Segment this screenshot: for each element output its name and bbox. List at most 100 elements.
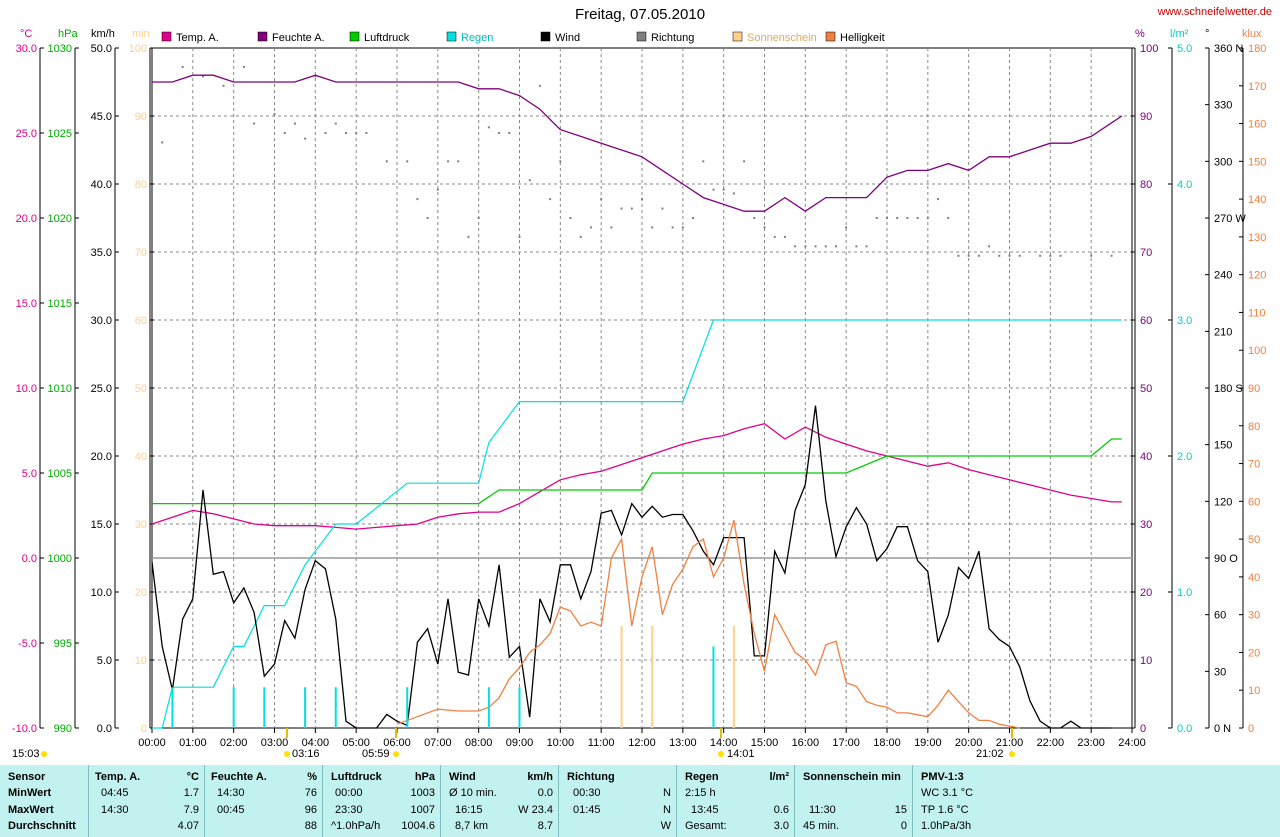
direction-dot xyxy=(538,84,541,87)
y-axis-unit-direction: ° xyxy=(1205,28,1209,40)
y-tick-label-humidity: 100 xyxy=(1140,43,1158,55)
stats-rain-total: 3.0 xyxy=(773,820,789,832)
y-tick-label-lux: 180 xyxy=(1248,43,1266,55)
stats-press-avg: 1004.6 xyxy=(401,820,435,832)
direction-dot xyxy=(702,160,705,163)
moon-b-label: 14:01 xyxy=(727,748,755,760)
direction-dot xyxy=(518,235,521,238)
y-tick-label-temp: 30.0 xyxy=(16,43,37,55)
y-tick-label-wind: 5.0 xyxy=(97,655,112,667)
y-axis-unit-lux: klux xyxy=(1242,28,1262,40)
y-tick-label-lux: 120 xyxy=(1248,270,1266,282)
y-tick-label-direction: 270 W xyxy=(1214,213,1246,225)
stats-table: Sensor MinWert MaxWert Durchschnitt Temp… xyxy=(0,765,1280,837)
direction-dot xyxy=(906,217,909,219)
direction-dot xyxy=(304,137,307,140)
legend-label: Richtung xyxy=(651,32,694,44)
y-tick-label-pressure: 1005 xyxy=(48,468,72,480)
legend-swatch xyxy=(257,31,268,42)
stats-sun-avg: 0 xyxy=(900,820,907,832)
direction-dot xyxy=(1059,254,1062,257)
legend-label: Luftdruck xyxy=(364,32,410,44)
stats-press-trend: ^1.0hPa/h xyxy=(331,820,381,832)
legend-swatch xyxy=(540,31,551,42)
direction-dot xyxy=(1039,254,1042,257)
direction-dot xyxy=(824,245,827,248)
series-line-luftdruck xyxy=(152,438,1122,505)
stats-sun-max-val: 15 xyxy=(894,804,907,816)
x-tick-label: 08:00 xyxy=(465,737,493,749)
series-line-helligkeit xyxy=(396,520,1020,729)
direction-dot xyxy=(732,192,735,195)
stats-hum-max-time: 00:45 xyxy=(217,804,245,816)
stats-row-avg: Durchschnitt xyxy=(8,820,76,832)
moon-a-label: 03:16 xyxy=(292,748,320,760)
direction-dot xyxy=(641,198,643,201)
y-tick-label-direction: 360 N xyxy=(1214,43,1243,55)
stats-temp-min-val: 1.7 xyxy=(183,787,199,799)
stats-wind-col: Wind km/h Ø 10 min. 0.0 16:15 W 23.4 8,7… xyxy=(440,765,559,837)
x-tick-label: 09:00 xyxy=(506,737,534,749)
direction-dot xyxy=(671,226,674,229)
stats-dir-title: Richtung xyxy=(567,771,615,783)
legend-swatch xyxy=(446,31,457,42)
direction-dot xyxy=(947,217,950,219)
y-tick-label-rain: 0.0 xyxy=(1177,723,1192,735)
stats-rain-col: Regen l/m² 2:15 h 13:45 0.6 Gesamt: 3.0 xyxy=(676,765,795,837)
legend-label: Feuchte A. xyxy=(272,32,325,44)
y-tick-label-temp: 10.0 xyxy=(16,383,37,395)
y-tick-label-direction: 30 xyxy=(1214,666,1226,678)
direction-dot xyxy=(804,245,807,248)
y-tick-label-lux: 130 xyxy=(1248,232,1266,244)
direction-dot xyxy=(181,65,184,68)
stats-wind-unit: km/h xyxy=(527,771,553,783)
direction-dot xyxy=(886,217,888,219)
stats-dir-col: Richtung 00:30 N 01:45 N W xyxy=(558,765,677,837)
direction-dot xyxy=(926,217,929,219)
stats-wind-avg10-val: 0.0 xyxy=(537,787,553,799)
y-tick-label-sun: 0 xyxy=(141,723,147,735)
direction-dot xyxy=(559,160,562,163)
stats-hum-avg: 88 xyxy=(304,820,317,832)
x-tick-label: 13:00 xyxy=(669,737,697,749)
stats-pmv-tp: TP 1.6 °C xyxy=(921,804,969,816)
y-tick-label-pressure: 990 xyxy=(54,723,72,735)
y-tick-label-sun: 40 xyxy=(135,451,147,463)
x-tick-label: 10:00 xyxy=(547,737,575,749)
y-tick-label-direction: 120 xyxy=(1214,496,1232,508)
stats-dir-max-time: 01:45 xyxy=(573,804,601,816)
y-tick-label-pressure: 1010 xyxy=(48,383,72,395)
y-tick-label-temp: 20.0 xyxy=(16,213,37,225)
y-tick-label-sun: 70 xyxy=(135,247,147,259)
stats-hum-title: Feuchte A. xyxy=(211,771,267,783)
y-tick-label-humidity: 20 xyxy=(1140,587,1152,599)
legend-label: Temp. A. xyxy=(176,32,219,44)
y-tick-label-humidity: 30 xyxy=(1140,519,1152,531)
stats-hum-col: Feuchte A. % 14:30 76 00:45 96 88 xyxy=(204,765,323,837)
direction-dot xyxy=(1110,254,1113,257)
stats-press-col: Luftdruck hPa 00:00 1003 23:30 1007 ^1.0… xyxy=(322,765,441,837)
stats-press-min-time: 00:00 xyxy=(335,787,363,799)
direction-dot xyxy=(865,245,868,248)
x-tick-label: 00:00 xyxy=(138,737,166,749)
direction-dot xyxy=(253,122,256,125)
x-tick-label: 21:00 xyxy=(996,737,1024,749)
direction-dot xyxy=(661,207,664,210)
sunrise-label: 05:59 xyxy=(362,748,390,760)
stats-hum-min-time: 14:30 xyxy=(217,787,245,799)
direction-dot xyxy=(1090,254,1093,257)
y-tick-label-sun: 10 xyxy=(135,655,147,667)
y-tick-label-wind: 50.0 xyxy=(91,43,112,55)
direction-dot xyxy=(314,75,317,78)
stats-dir-min-time: 00:30 xyxy=(573,787,601,799)
y-tick-label-lux: 150 xyxy=(1248,156,1266,168)
direction-dot xyxy=(845,226,848,229)
site-link[interactable]: www.schneifelwetter.de xyxy=(1157,6,1272,18)
y-axis-unit-pressure: hPa xyxy=(58,28,78,40)
direction-dot xyxy=(763,226,766,229)
direction-dot xyxy=(487,126,490,129)
y-tick-label-humidity: 60 xyxy=(1140,315,1152,327)
direction-dot xyxy=(528,179,531,182)
y-tick-label-humidity: 10 xyxy=(1140,655,1152,667)
stats-temp-unit: °C xyxy=(186,771,199,783)
